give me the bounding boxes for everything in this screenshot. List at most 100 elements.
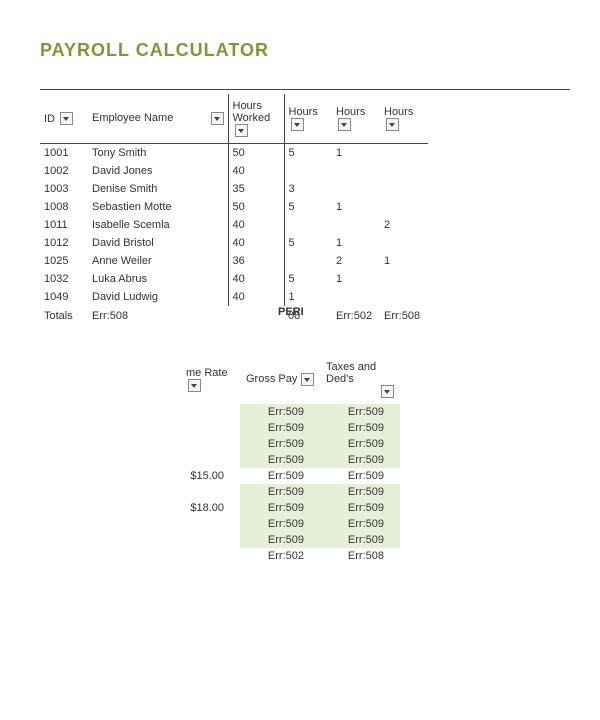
page-title: PAYROLL CALCULATOR — [40, 40, 570, 61]
cell-hours2 — [332, 162, 380, 180]
cell-gross: Err:509 — [240, 532, 320, 548]
table-row: 1003Denise Smith353 — [40, 180, 428, 198]
cell-taxes: Err:508 — [320, 548, 400, 564]
cell-hoursworked: 40 — [228, 162, 284, 180]
filter-icon[interactable] — [381, 385, 394, 398]
cell-taxes: Err:509 — [320, 500, 400, 516]
col-rate-label: me Rate — [186, 367, 228, 379]
table-row: Err:509Err:509 — [180, 532, 400, 548]
cell-name: Luka Abrus — [88, 270, 228, 288]
totals-h3: Err:508 — [380, 306, 428, 325]
filter-icon[interactable] — [338, 118, 351, 131]
filter-icon[interactable] — [60, 112, 73, 125]
col-gross-header: Gross Pay — [240, 355, 320, 404]
col-gross-label: Gross Pay — [246, 373, 297, 385]
cell-hours3 — [380, 198, 428, 216]
cell-name: Tony Smith — [88, 144, 228, 163]
col-id-header: ID — [40, 94, 88, 144]
col-id-label: ID — [44, 113, 55, 125]
table-row: 1001Tony Smith5051 — [40, 144, 428, 163]
cell-hoursworked: 36 — [228, 252, 284, 270]
table-row: Err:509Err:509 — [180, 420, 400, 436]
cell-id: 1002 — [40, 162, 88, 180]
cell-hours2: 1 — [332, 270, 380, 288]
cell-rate — [180, 420, 240, 436]
cell-taxes: Err:509 — [320, 516, 400, 532]
cell-hours1 — [284, 162, 332, 180]
totals-hw — [228, 306, 284, 325]
table-row: Err:509Err:509 — [180, 516, 400, 532]
cell-rate — [180, 484, 240, 500]
cell-hours1: 5 — [284, 144, 332, 163]
cell-name: Anne Weiler — [88, 252, 228, 270]
cell-name: Sebastien Motte — [88, 198, 228, 216]
cell-id: 1001 — [40, 144, 88, 163]
cell-hoursworked: 40 — [228, 288, 284, 306]
filter-icon[interactable] — [301, 373, 314, 386]
filter-icon[interactable] — [386, 118, 399, 131]
cell-hours1 — [284, 216, 332, 234]
filter-icon[interactable] — [235, 124, 248, 137]
cell-gross: Err:509 — [240, 484, 320, 500]
calc-table: me Rate Gross Pay Taxes and Ded's Err:50… — [180, 355, 400, 564]
cell-rate — [180, 404, 240, 420]
col-hours3-header: Hours — [380, 94, 428, 144]
cell-taxes: Err:509 — [320, 484, 400, 500]
peri-overlay: PERI — [278, 306, 304, 318]
cell-gross: Err:509 — [240, 516, 320, 532]
table-row: 1012David Bristol4051 — [40, 234, 428, 252]
cell-name: David Bristol — [88, 234, 228, 252]
cell-gross: Err:509 — [240, 420, 320, 436]
cell-rate: $18.00 — [180, 500, 240, 516]
cell-taxes: Err:509 — [320, 532, 400, 548]
cell-name: Isabelle Scemla — [88, 216, 228, 234]
cell-hoursworked: 50 — [228, 144, 284, 163]
cell-gross: Err:509 — [240, 436, 320, 452]
cell-hoursworked: 40 — [228, 216, 284, 234]
cell-hoursworked: 40 — [228, 234, 284, 252]
cell-id: 1003 — [40, 180, 88, 198]
cell-id: 1032 — [40, 270, 88, 288]
col-hours2-header: Hours — [332, 94, 380, 144]
cell-hours1 — [284, 252, 332, 270]
cell-id: 1011 — [40, 216, 88, 234]
cell-hours2 — [332, 288, 380, 306]
cell-hours1: 5 — [284, 234, 332, 252]
cell-id: 1012 — [40, 234, 88, 252]
col-hoursworked-header: Hours Worked — [228, 94, 284, 144]
cell-hours3: 1 — [380, 252, 428, 270]
col-name-label: Employee Name — [92, 112, 173, 124]
cell-hours1: 1 — [284, 288, 332, 306]
table-row: 1011Isabelle Scemla402 — [40, 216, 428, 234]
cell-id: 1008 — [40, 198, 88, 216]
totals-h1: PERI08 — [284, 306, 332, 325]
cell-rate — [180, 452, 240, 468]
filter-icon[interactable] — [291, 118, 304, 131]
col-taxes-label: Taxes and Ded's — [326, 361, 394, 385]
cell-rate — [180, 548, 240, 564]
table-row: 1008Sebastien Motte5051 — [40, 198, 428, 216]
cell-id: 1049 — [40, 288, 88, 306]
table-row: 1032Luka Abrus4051 — [40, 270, 428, 288]
col-h3-label: Hours — [384, 106, 413, 118]
cell-hours2: 1 — [332, 234, 380, 252]
cell-name: Denise Smith — [88, 180, 228, 198]
table-row: Err:509Err:509 — [180, 484, 400, 500]
col-h1-label: Hours — [289, 106, 318, 118]
col-rate-header: me Rate — [180, 355, 240, 404]
totals-label: Totals — [40, 306, 88, 325]
table-row: Err:509Err:509 — [180, 404, 400, 420]
filter-icon[interactable] — [188, 379, 201, 392]
cell-taxes: Err:509 — [320, 452, 400, 468]
cell-hours1: 5 — [284, 270, 332, 288]
cell-hours2: 1 — [332, 144, 380, 163]
cell-hoursworked: 50 — [228, 198, 284, 216]
cell-rate — [180, 436, 240, 452]
col-taxes-header: Taxes and Ded's — [320, 355, 400, 404]
cell-hours2: 2 — [332, 252, 380, 270]
cell-gross: Err:502 — [240, 548, 320, 564]
cell-hours3 — [380, 162, 428, 180]
filter-icon[interactable] — [211, 112, 224, 125]
cell-taxes: Err:509 — [320, 404, 400, 420]
cell-hoursworked: 40 — [228, 270, 284, 288]
